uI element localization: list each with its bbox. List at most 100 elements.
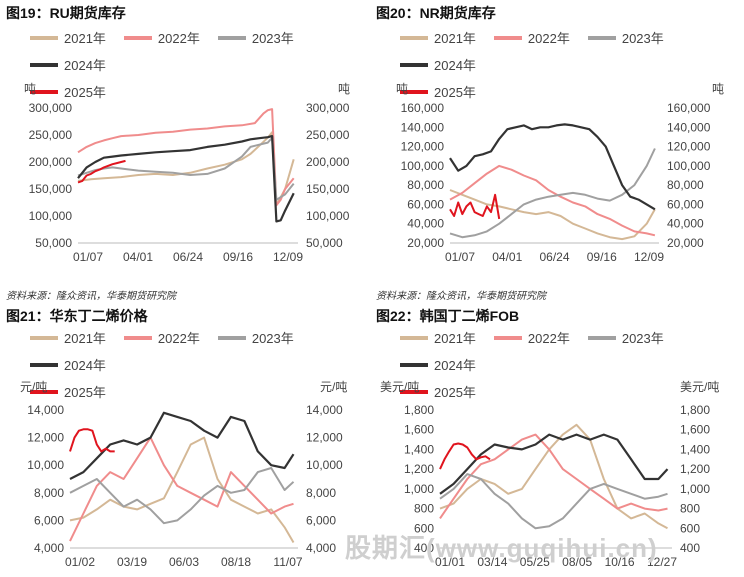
series-line-2022 bbox=[69, 436, 294, 542]
y-tick-left: 14,000 bbox=[27, 403, 64, 417]
legend-item-2025: 2025年 bbox=[30, 382, 352, 401]
y-tick-right: 50,000 bbox=[306, 236, 343, 250]
series-line-2022 bbox=[439, 433, 668, 519]
y-tick-right: 150,000 bbox=[306, 182, 350, 196]
legend-item-2024: 2024年 bbox=[30, 355, 106, 374]
y-tick-left: 1,400 bbox=[404, 442, 434, 456]
x-tick-label: 09/16 bbox=[223, 250, 253, 264]
x-tick-label: 12/09 bbox=[273, 250, 303, 264]
x-tick-label: 11/07 bbox=[273, 555, 302, 569]
series-line-2023 bbox=[439, 473, 668, 530]
legend-label: 2022年 bbox=[527, 31, 570, 46]
y-tick-left: 250,000 bbox=[29, 128, 73, 142]
y-tick-right: 1,000 bbox=[680, 482, 710, 496]
y-tick-left: 12,000 bbox=[27, 431, 64, 445]
legend-swatch bbox=[400, 362, 428, 367]
x-tick-label: 01/02 bbox=[65, 555, 95, 569]
legend-label: 2024年 bbox=[64, 358, 106, 373]
series-line-2025 bbox=[449, 193, 501, 220]
legend-label: 2022年 bbox=[157, 331, 200, 346]
x-tick-label: 01/07 bbox=[445, 250, 475, 264]
chart-title-nr-inventory: 图20：NR期货库存 bbox=[376, 5, 496, 21]
legend-item-2023: 2023年 bbox=[587, 328, 664, 347]
legend-row-1: 2021年 2022年 2023年 2024年 2025年 bbox=[30, 28, 370, 101]
legend-swatch bbox=[400, 89, 428, 94]
y-tick-right: 1,600 bbox=[680, 423, 710, 437]
legend-item-2024: 2024年 bbox=[400, 355, 476, 374]
x-tick-label: 06/24 bbox=[539, 250, 569, 264]
left-unit-label: 元/吨 bbox=[20, 380, 48, 394]
series-line-2023 bbox=[449, 148, 656, 239]
legend-item-2025: 2025年 bbox=[400, 82, 722, 101]
series-line-2025 bbox=[439, 442, 491, 470]
y-tick-left: 140,000 bbox=[401, 120, 445, 134]
x-tick-label: 08/05 bbox=[562, 555, 592, 569]
y-tick-left: 80,000 bbox=[407, 178, 444, 192]
y-tick-left: 160,000 bbox=[401, 101, 445, 115]
y-tick-left: 40,000 bbox=[407, 217, 444, 231]
x-tick-label: 12/27 bbox=[647, 555, 677, 569]
legend-label: 2023年 bbox=[251, 331, 294, 346]
y-tick-right: 100,000 bbox=[667, 159, 711, 173]
y-tick-right: 250,000 bbox=[306, 128, 350, 142]
legend-item-2025: 2025年 bbox=[400, 382, 722, 401]
series-line-2024 bbox=[77, 134, 295, 223]
legend-item-2021: 2021年 bbox=[30, 28, 106, 47]
y-tick-right: 600 bbox=[680, 521, 700, 535]
series-line-2024 bbox=[449, 123, 656, 211]
legend-label: 2023年 bbox=[621, 31, 664, 46]
right-unit-label: 吨 bbox=[712, 82, 725, 96]
y-tick-right: 6,000 bbox=[306, 513, 336, 527]
y-tick-right: 12,000 bbox=[306, 431, 343, 445]
y-tick-right: 8,000 bbox=[306, 486, 336, 500]
y-tick-right: 800 bbox=[680, 502, 700, 516]
chart-ru-inventory: 300,000 300,000 250,000 250,000 200,000 200,0… bbox=[29, 101, 350, 264]
legend-label: 2025年 bbox=[64, 85, 106, 100]
chart-nr-inventory: 160,000 160,000 140,000 140,000 120,000 120,0… bbox=[401, 101, 711, 264]
legend-row-2: 2021年 2022年 2023年 2024年 2025年 bbox=[400, 28, 740, 101]
legend-swatch bbox=[123, 35, 152, 40]
chart-title-korea-butadiene-fob: 图22：韩国丁二烯FOB bbox=[376, 308, 520, 324]
y-tick-left: 800 bbox=[414, 502, 434, 516]
legend-swatch bbox=[217, 335, 246, 340]
right-unit-label: 元/吨 bbox=[320, 380, 348, 394]
y-tick-left: 1,600 bbox=[404, 423, 434, 437]
legend-swatch bbox=[30, 389, 58, 394]
x-tick-label: 04/01 bbox=[492, 250, 522, 264]
legend-row-4: 2021年 2022年 2023年 2024年 2025年 bbox=[400, 328, 740, 401]
y-tick-right: 80,000 bbox=[667, 178, 704, 192]
legend-label: 2024年 bbox=[434, 358, 476, 373]
chart-korea-butadiene-fob: 1,800 1,800 1,600 1,600 1,400 1,400 1,200 1,200… bbox=[404, 403, 710, 569]
y-tick-right: 14,000 bbox=[306, 403, 343, 417]
x-tick-label: 03/14 bbox=[477, 555, 507, 569]
y-tick-left: 400 bbox=[414, 541, 434, 555]
legend-item-2022: 2022年 bbox=[493, 28, 570, 47]
x-tick-label: 03/19 bbox=[117, 555, 147, 569]
legend-item-2023: 2023年 bbox=[587, 28, 664, 47]
legend-label: 2021年 bbox=[64, 331, 106, 346]
left-unit-label: 吨 bbox=[396, 82, 409, 96]
legend-item-2024: 2024年 bbox=[30, 55, 106, 74]
legend-row-3: 2021年 2022年 2023年 2024年 2025年 bbox=[30, 328, 370, 401]
y-tick-right: 400 bbox=[680, 541, 700, 555]
y-tick-right: 20,000 bbox=[667, 236, 704, 250]
y-tick-left: 600 bbox=[414, 521, 434, 535]
legend-label: 2024年 bbox=[434, 58, 476, 73]
legend-item-2025: 2025年 bbox=[30, 82, 352, 101]
legend-swatch bbox=[587, 335, 616, 340]
series-line-2023 bbox=[69, 467, 295, 525]
series-line-2024 bbox=[439, 433, 669, 495]
legend-label: 2022年 bbox=[527, 331, 570, 346]
y-tick-left: 1,800 bbox=[404, 403, 434, 417]
series-line-2021 bbox=[449, 189, 656, 241]
legend-item-2021: 2021年 bbox=[400, 328, 476, 347]
y-tick-left: 50,000 bbox=[35, 236, 72, 250]
legend-swatch bbox=[123, 335, 152, 340]
x-tick-label: 12/09 bbox=[634, 250, 664, 264]
legend-swatch bbox=[30, 362, 58, 367]
left-unit-label: 吨 bbox=[24, 82, 37, 96]
legend-label: 2025年 bbox=[434, 85, 476, 100]
y-tick-left: 1,000 bbox=[404, 482, 434, 496]
source-note-1: 资料来源：隆众资讯，华泰期货研究院 bbox=[6, 291, 176, 302]
y-tick-right: 60,000 bbox=[667, 197, 704, 211]
